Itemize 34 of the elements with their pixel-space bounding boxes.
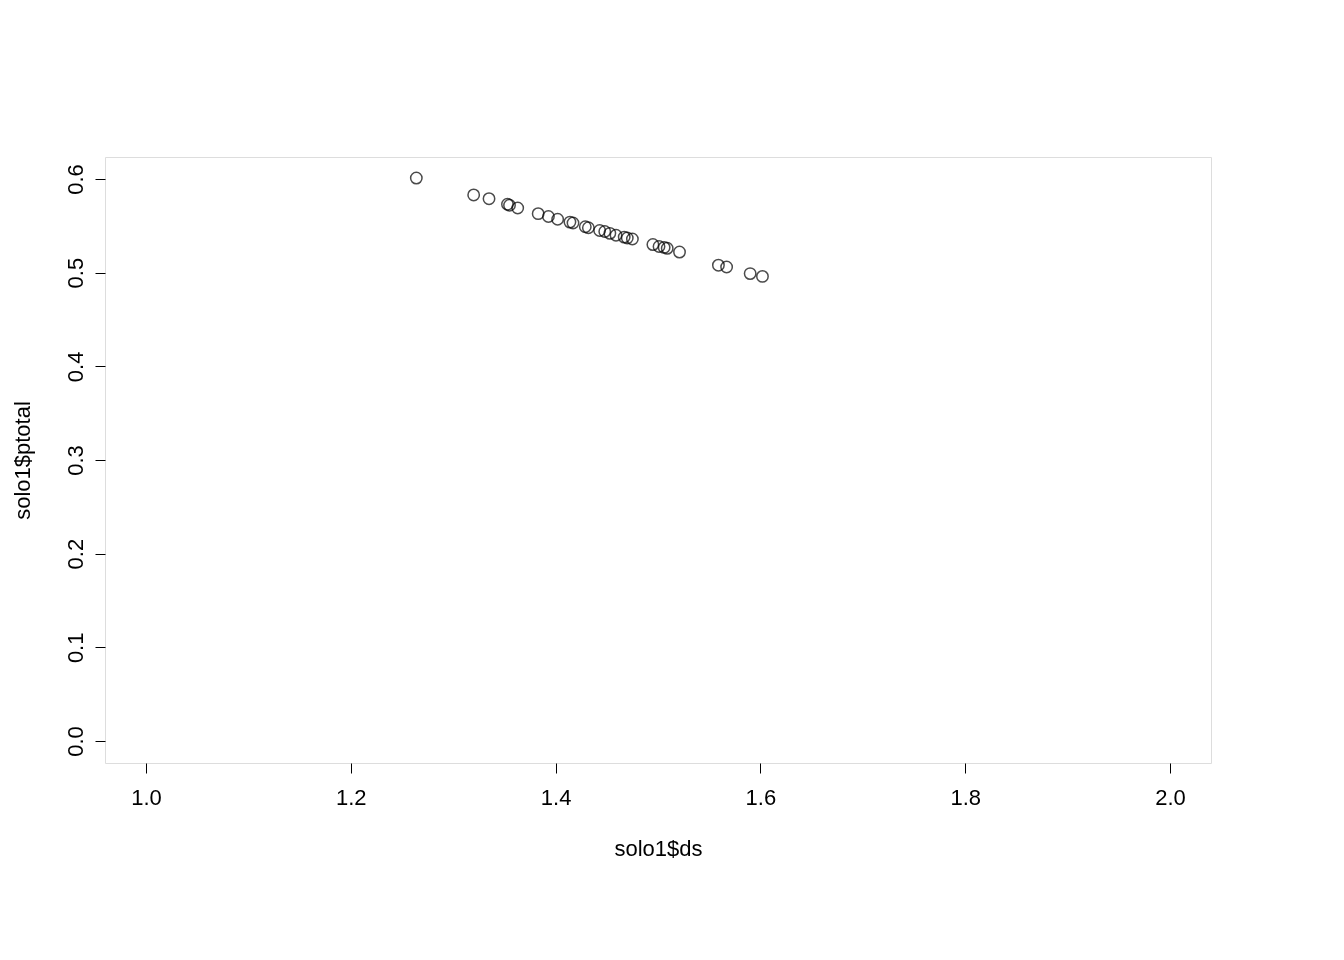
y-axis-title: solo1$ptotal bbox=[9, 401, 35, 520]
y-tick-label: 0.3 bbox=[62, 445, 88, 476]
x-tick-label: 1.8 bbox=[950, 784, 982, 810]
point bbox=[551, 212, 565, 226]
x-tick-label: 1.6 bbox=[745, 784, 777, 810]
point bbox=[720, 260, 734, 274]
y-tick-label: 0.1 bbox=[62, 632, 88, 664]
point bbox=[531, 207, 545, 221]
x-tick-label: 1.4 bbox=[540, 784, 572, 810]
point bbox=[511, 201, 525, 215]
point bbox=[467, 188, 481, 202]
y-tick-label: 0.5 bbox=[62, 257, 88, 289]
point bbox=[598, 225, 612, 238]
point bbox=[646, 238, 660, 252]
point bbox=[482, 192, 496, 206]
point bbox=[673, 245, 686, 259]
x-tick-label: 1.0 bbox=[131, 784, 162, 810]
point bbox=[743, 267, 757, 281]
point bbox=[541, 210, 555, 223]
point bbox=[603, 226, 617, 240]
x-tick-label: 1.2 bbox=[335, 784, 367, 810]
point bbox=[756, 269, 769, 283]
point bbox=[625, 232, 639, 246]
y-tick-label: 0.0 bbox=[62, 726, 88, 757]
x-axis-title: solo1$ds bbox=[614, 835, 703, 861]
y-tick-label: 0.4 bbox=[62, 351, 88, 383]
y-tick-label: 0.2 bbox=[62, 538, 88, 570]
point bbox=[711, 258, 725, 272]
point bbox=[652, 240, 666, 253]
x-tick-label: 2.0 bbox=[1155, 784, 1186, 810]
point bbox=[409, 171, 423, 185]
y-tick-label: 0.6 bbox=[62, 164, 88, 195]
point bbox=[609, 228, 623, 242]
point bbox=[593, 224, 607, 237]
